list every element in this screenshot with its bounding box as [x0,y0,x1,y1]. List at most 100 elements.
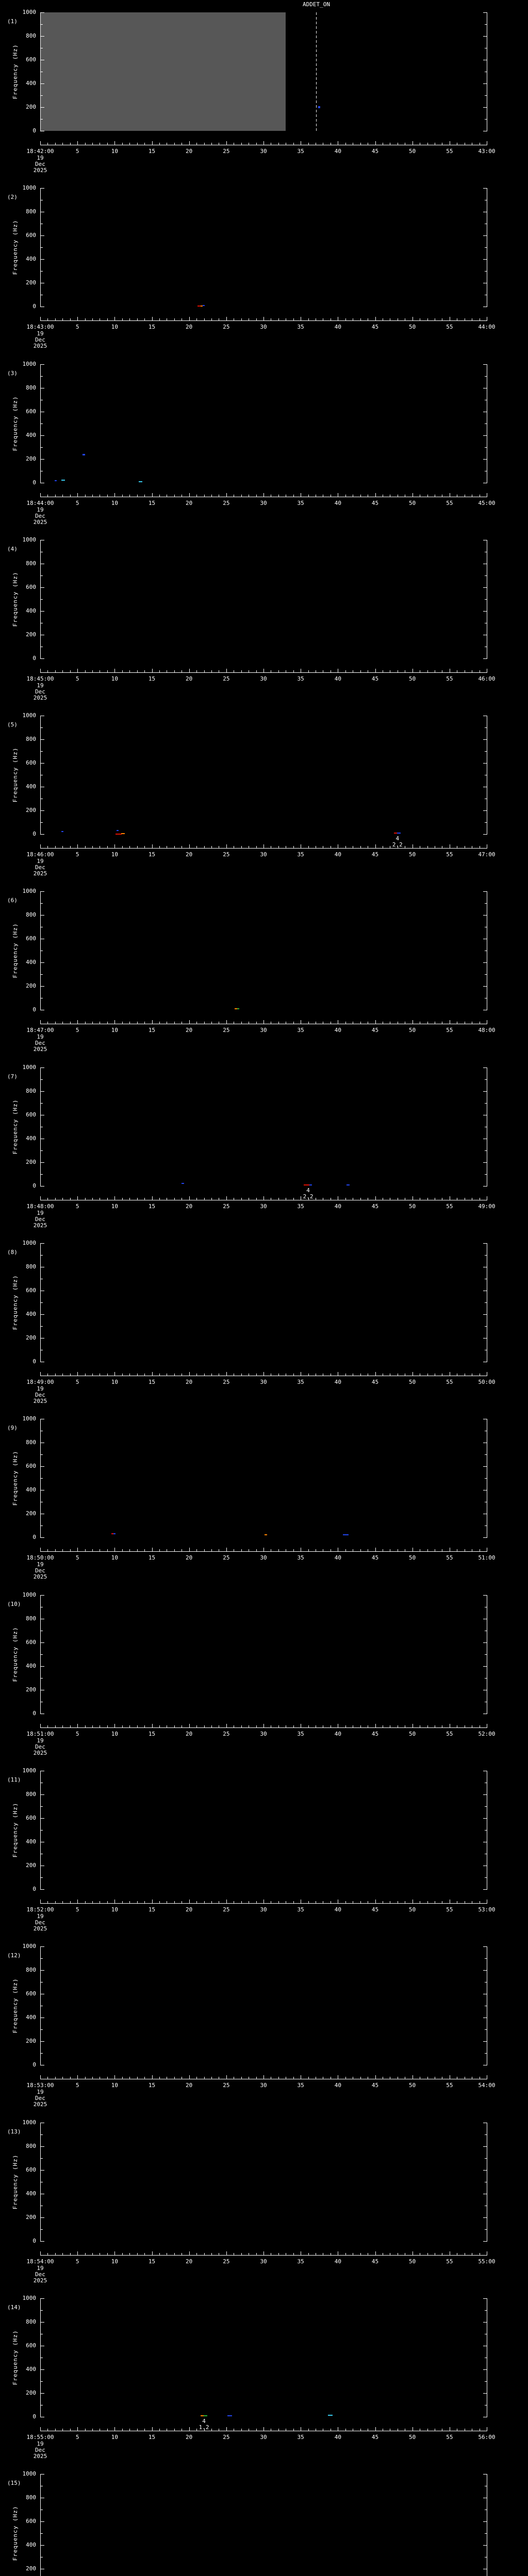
x-tick-minor [85,495,86,497]
x-tick-label: 15 [148,148,156,155]
x-tick [114,1548,116,1551]
x-tick-minor [122,318,123,320]
x-tick-minor [107,2077,108,2079]
y-tick-minor [485,1079,487,1080]
x-tick-minor [129,2429,130,2431]
x-tick-label: 25 [223,851,230,858]
event-blip [327,2415,333,2416]
x-tick-minor [129,2077,130,2079]
x-tick [189,1196,190,1200]
x-tick-label: 15 [148,324,156,330]
y-tick-label: 400 [26,1311,36,1317]
event-blip [343,1534,349,1535]
x-tick [152,1372,153,1376]
y-tick [41,1243,44,1244]
x-tick-minor [159,1374,160,1376]
x-tick-minor [137,1549,138,1551]
x-tick-minor [204,846,205,848]
x-tick [412,2251,413,2255]
x-tick-minor [174,1725,175,1727]
x-tick-minor [129,1549,130,1551]
x-tick-label: 30 [260,1027,267,1033]
event-blip [397,833,401,834]
x-tick-minor [427,2077,428,2079]
x-tick-minor [196,1901,197,1903]
x-start-time-label: 18:48:00 [26,1203,54,1210]
y-tick-minor [485,1478,487,1479]
y-tick-label: 1000 [22,2119,37,2126]
event-blip [237,1008,240,1010]
y-tick-label: 200 [26,279,36,286]
y-tick-minor [41,903,43,904]
x-tick-label: 15 [148,1379,156,1385]
y-tick-minor [41,974,43,975]
x-tick-label: 40 [334,2258,341,2265]
x-tick [152,1548,153,1551]
y-tick [41,2369,44,2370]
x-tick-minor [174,670,175,672]
y-tick [483,1091,487,1092]
y-tick [483,259,487,260]
y-tick-label: 1000 [22,184,37,191]
x-tick-label: 50 [409,851,416,858]
y-tick-label: 400 [26,1838,36,1845]
event-blip [201,305,203,307]
x-tick-minor [211,2429,212,2431]
y-tick-label: 600 [26,1111,36,1118]
y-tick-label: 400 [26,783,36,790]
event-blip [139,481,143,482]
x-tick-minor [137,2253,138,2255]
x-tick [40,1372,41,1376]
y-tick-minor [41,2134,43,2135]
y-tick-label: 0 [32,1710,36,1717]
x-tick-minor [256,1901,257,1903]
x-tick-minor [204,1374,205,1376]
x-tick-minor [70,1374,71,1376]
x-tick-label: 55 [446,1379,453,1385]
x-tick-minor [70,2429,71,2431]
x-tick-label: 55 [446,324,453,330]
y-tick [41,2298,44,2299]
x-tick-minor [137,1901,138,1903]
y-tick-minor [41,2158,43,2159]
x-tick [77,2075,78,2079]
x-tick-minor [293,495,294,497]
x-tick-minor [107,143,108,145]
date-label: Dec [35,1392,45,1398]
x-tick-label: 10 [111,148,118,155]
y-axis-left [40,1946,41,2065]
frequency-axis-label: Frequency (Hz) [12,1626,19,1682]
y-tick-label: 400 [26,2541,36,2548]
date-label: 2025 [33,1573,47,1580]
y-axis-left [40,1243,41,1362]
y-tick [483,611,487,612]
x-tick [226,669,227,672]
x-tick [77,1900,78,1903]
x-tick [40,317,41,320]
y-axis-left [40,1067,41,1187]
y-tick-minor [41,1830,43,1831]
x-tick [226,317,227,320]
y-tick [41,1595,44,1596]
x-tick [412,2427,413,2431]
event-blip [235,1008,237,1010]
event-blip [197,306,201,307]
y-tick [483,2545,487,2546]
x-tick-label: 10 [111,1554,118,1561]
y-tick-minor [485,1326,487,1327]
y-tick-minor [485,24,487,25]
y-tick-minor [41,1150,43,1151]
y-tick-label: 1000 [22,9,37,15]
y-tick-minor [41,1174,43,1175]
y-tick-minor [485,1150,487,1151]
x-tick-minor [85,2077,86,2079]
x-start-time-label: 18:51:00 [26,1731,54,1737]
x-tick-label: 35 [297,2258,304,2265]
x-tick-minor [174,1022,175,1024]
x-tick-minor [174,1374,175,1376]
y-tick [41,658,44,659]
y-axis-left [40,364,41,483]
y-tick-label: 200 [26,104,36,110]
x-tick-label: 20 [186,148,193,155]
y-tick-minor [485,2158,487,2159]
